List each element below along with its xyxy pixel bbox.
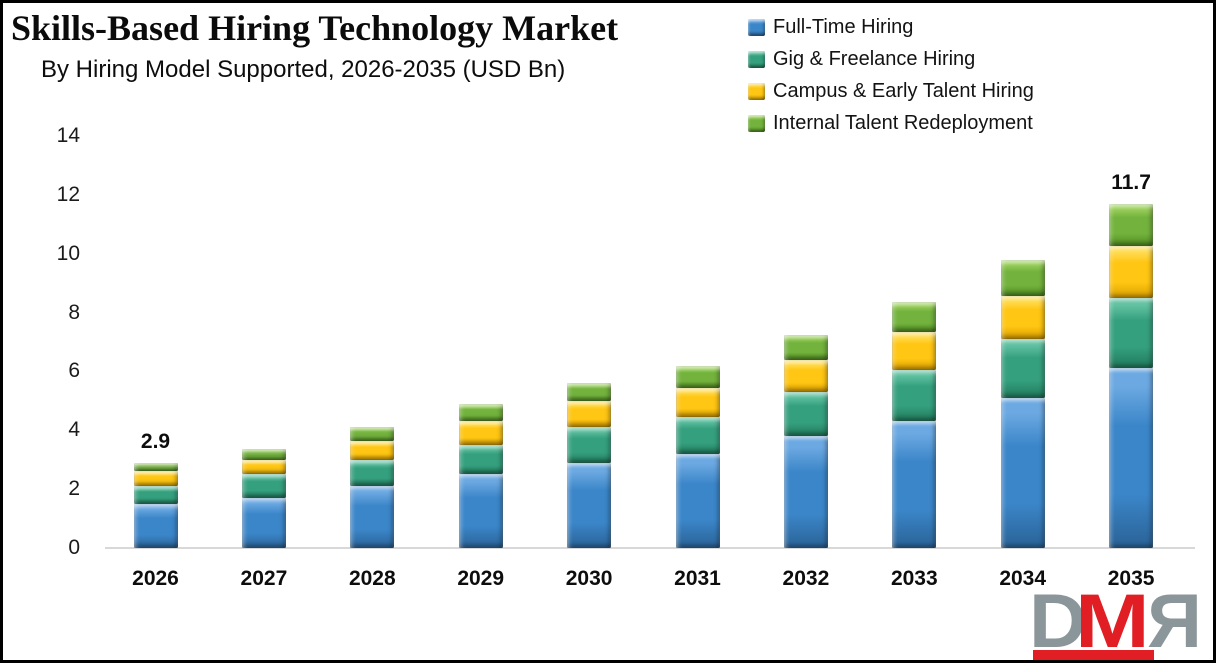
bar-segment-full-time-hiring <box>241 497 286 548</box>
x-axis-label: 2028 <box>348 567 396 590</box>
bar-segment-campus-early-talent-hiring <box>675 387 720 418</box>
bar-total-label: 2.9 <box>140 429 171 453</box>
bar-segment-campus-early-talent-hiring <box>241 459 286 475</box>
y-axis-tick-label: 10 <box>56 241 80 265</box>
bar-segment-full-time-hiring <box>1109 368 1154 548</box>
bar-segment-gig-freelance-hiring <box>892 369 937 422</box>
x-axis-label: 2031 <box>674 567 721 590</box>
bar-segment-internal-talent-redeployment <box>241 449 286 460</box>
x-axis-label: 2033 <box>890 567 938 590</box>
bar-segment-gig-freelance-hiring <box>133 486 178 504</box>
chart-subtitle: By Hiring Model Supported, 2026-2035 (US… <box>41 56 566 83</box>
x-axis-label: 2029 <box>457 567 505 590</box>
bar-segment-gig-freelance-hiring <box>458 444 503 475</box>
bar-segment-internal-talent-redeployment <box>567 383 612 401</box>
y-axis-tick-label: 12 <box>56 182 80 206</box>
bar-segment-full-time-hiring <box>458 474 503 548</box>
bar-segment-gig-freelance-hiring <box>783 392 828 437</box>
y-axis-tick-label: 6 <box>68 359 80 383</box>
legend-label: Campus & Early Talent Hiring <box>773 79 1034 102</box>
bar-segment-gig-freelance-hiring <box>350 459 395 487</box>
bar-segment-full-time-hiring <box>133 503 178 548</box>
bar-segment-campus-early-talent-hiring <box>350 440 395 460</box>
x-axis-label: 2030 <box>565 567 613 590</box>
bar-segment-internal-talent-redeployment <box>675 365 720 388</box>
x-axis-label: 2026 <box>132 567 179 590</box>
y-axis-tick-label: 4 <box>68 418 80 442</box>
legend-item-full-time-hiring: Full-Time Hiring <box>748 11 1034 43</box>
bar-total-label: 11.7 <box>1111 170 1151 194</box>
bar-segment-internal-talent-redeployment <box>1000 259 1045 297</box>
x-axis-line <box>105 547 1195 549</box>
bar-segment-campus-early-talent-hiring <box>892 331 937 370</box>
y-axis-tick-label: 0 <box>68 536 80 559</box>
plot-area: 0 2 4 6 8 10 12 14 2026 2027 2028 2029 2030 2031 2032 2… <box>3 3 1213 660</box>
y-axis-tick-label: 8 <box>68 300 80 324</box>
bar-segment-internal-talent-redeployment <box>133 462 178 472</box>
dmr-logo: D M R <box>1025 579 1213 663</box>
legend-swatch-icon <box>748 18 765 36</box>
legend-label: Gig & Freelance Hiring <box>773 47 976 70</box>
bar-segment-internal-talent-redeployment <box>458 403 503 422</box>
bar-segment-full-time-hiring <box>567 462 612 548</box>
bar-segment-campus-early-talent-hiring <box>1000 296 1045 340</box>
logo-letter-m: M <box>1075 579 1150 663</box>
x-axis-label: 2034 <box>999 567 1047 590</box>
bar-segment-full-time-hiring <box>1000 397 1045 548</box>
bar-segment-gig-freelance-hiring <box>241 474 286 498</box>
bar-segment-full-time-hiring <box>892 421 937 548</box>
bar-segment-campus-early-talent-hiring <box>783 359 828 392</box>
x-axis-label: 2032 <box>782 567 830 590</box>
bar-segment-internal-talent-redeployment <box>1109 203 1154 247</box>
legend-item-internal-talent-redeployment: Internal Talent Redeployment <box>748 107 1034 139</box>
bar-segment-internal-talent-redeployment <box>892 302 937 332</box>
y-axis-tick-label: 14 <box>56 123 80 147</box>
bar-segment-gig-freelance-hiring <box>675 417 720 454</box>
legend-item-campus-early-talent-hiring: Campus & Early Talent Hiring <box>748 75 1034 107</box>
legend-swatch-icon <box>748 82 765 100</box>
logo-letter-r-mirrored: R <box>1149 579 1202 663</box>
bar-segment-gig-freelance-hiring <box>1000 339 1045 398</box>
logo-red-bar <box>1033 650 1154 660</box>
chart-title: Skills-Based Hiring Technology Market <box>11 8 619 48</box>
bar-segment-gig-freelance-hiring <box>567 427 612 463</box>
bar-segment-campus-early-talent-hiring <box>133 471 178 487</box>
bar-segment-campus-early-talent-hiring <box>1109 246 1154 298</box>
x-axis-label: 2035 <box>1107 567 1155 590</box>
legend: Full-Time Hiring Gig & Freelance Hiring Ca… <box>748 11 1034 139</box>
legend-item-gig-freelance-hiring: Gig & Freelance Hiring <box>748 43 1034 75</box>
x-axis-label: 2027 <box>240 567 288 590</box>
y-axis-tick-label: 2 <box>68 477 80 501</box>
bar-segment-campus-early-talent-hiring <box>458 421 503 445</box>
bar-segment-full-time-hiring <box>783 436 828 548</box>
bar-segment-internal-talent-redeployment <box>783 334 828 360</box>
legend-label: Full-Time Hiring <box>773 15 914 38</box>
legend-swatch-icon <box>748 50 765 68</box>
bar-segment-campus-early-talent-hiring <box>567 400 612 428</box>
legend-swatch-icon <box>748 114 765 132</box>
bar-segment-full-time-hiring <box>350 486 395 548</box>
bar-segment-internal-talent-redeployment <box>350 427 395 441</box>
legend-label: Internal Talent Redeployment <box>773 111 1033 134</box>
bar-segment-gig-freelance-hiring <box>1109 297 1154 369</box>
bar-segment-full-time-hiring <box>675 453 720 548</box>
logo-letter-d: D <box>1029 579 1087 663</box>
